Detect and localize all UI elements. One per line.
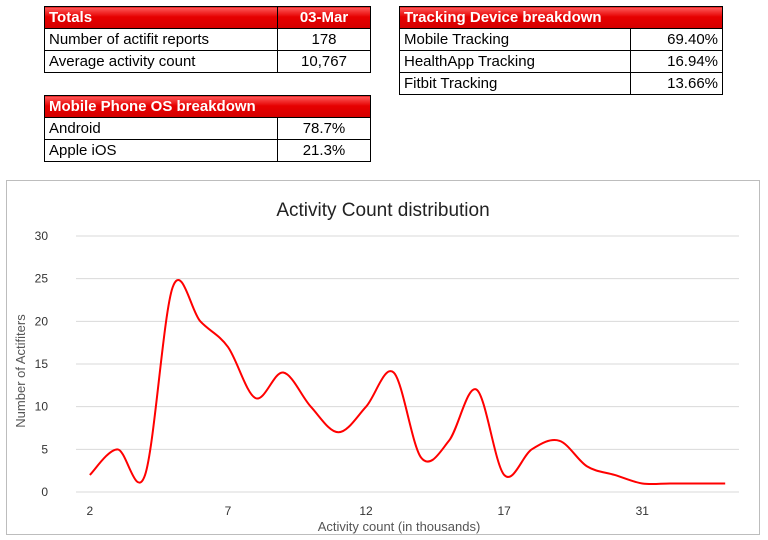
x-tick-label: 12 bbox=[359, 504, 373, 518]
table-row: Android 78.7% bbox=[44, 117, 371, 140]
device-row-value: 13.66% bbox=[630, 72, 723, 95]
y-ticks: 0 5 10 15 20 25 30 bbox=[35, 229, 49, 499]
table-row: Average activity count 10,767 bbox=[44, 50, 371, 73]
x-tick-label: 7 bbox=[225, 504, 232, 518]
y-tick-label: 15 bbox=[35, 357, 49, 371]
device-row-label: Mobile Tracking bbox=[399, 28, 631, 51]
device-row-value: 69.40% bbox=[630, 28, 723, 51]
totals-header-date: 03-Mar bbox=[277, 6, 371, 29]
table-row: Fitbit Tracking 13.66% bbox=[399, 72, 723, 95]
chart-frame: Activity Count distribution 0 5 10 15 20 25 30… bbox=[6, 180, 760, 535]
x-axis-label: Activity count (in thousands) bbox=[318, 519, 481, 534]
device-table: Tracking Device breakdown Mobile Trackin… bbox=[399, 6, 723, 95]
y-tick-label: 10 bbox=[35, 400, 49, 414]
totals-header-label: Totals bbox=[44, 6, 278, 29]
x-tick-label: 2 bbox=[86, 504, 93, 518]
y-tick-label: 5 bbox=[41, 442, 48, 456]
activity-chart: Activity Count distribution 0 5 10 15 20 25 30… bbox=[13, 200, 739, 534]
table-row: Number of actifit reports 178 bbox=[44, 28, 371, 51]
os-row-value: 21.3% bbox=[277, 139, 371, 162]
chart-title: Activity Count distribution bbox=[276, 200, 489, 221]
gridlines bbox=[76, 235, 739, 493]
os-row-label: Android bbox=[44, 117, 278, 140]
device-header-label: Tracking Device breakdown bbox=[399, 6, 723, 29]
totals-row-label: Average activity count bbox=[44, 50, 278, 73]
os-row-label: Apple iOS bbox=[44, 139, 278, 162]
y-tick-label: 30 bbox=[35, 229, 49, 243]
x-ticks: 2 7 12 17 31 bbox=[86, 504, 649, 518]
y-tick-label: 20 bbox=[35, 314, 49, 328]
os-row-value: 78.7% bbox=[277, 117, 371, 140]
totals-row-value: 178 bbox=[277, 28, 371, 51]
table-row: Apple iOS 21.3% bbox=[44, 139, 371, 162]
table-row: HealthApp Tracking 16.94% bbox=[399, 50, 723, 73]
totals-row-label: Number of actifit reports bbox=[44, 28, 278, 51]
device-row-label: Fitbit Tracking bbox=[399, 72, 631, 95]
totals-table: Totals 03-Mar Number of actifit reports … bbox=[44, 6, 371, 73]
device-row-label: HealthApp Tracking bbox=[399, 50, 631, 73]
series-group bbox=[89, 278, 726, 486]
os-table: Mobile Phone OS breakdown Android 78.7% … bbox=[44, 95, 371, 162]
table-row: Mobile Tracking 69.40% bbox=[399, 28, 723, 51]
totals-row-value: 10,767 bbox=[277, 50, 371, 73]
y-tick-label: 0 bbox=[41, 485, 48, 499]
x-tick-label: 31 bbox=[636, 504, 650, 518]
os-header-label: Mobile Phone OS breakdown bbox=[44, 95, 371, 118]
y-axis-label: Number of Actifiters bbox=[13, 314, 28, 428]
x-tick-label: 17 bbox=[498, 504, 512, 518]
y-tick-label: 25 bbox=[35, 272, 49, 286]
series-line bbox=[89, 278, 726, 486]
device-row-value: 16.94% bbox=[630, 50, 723, 73]
